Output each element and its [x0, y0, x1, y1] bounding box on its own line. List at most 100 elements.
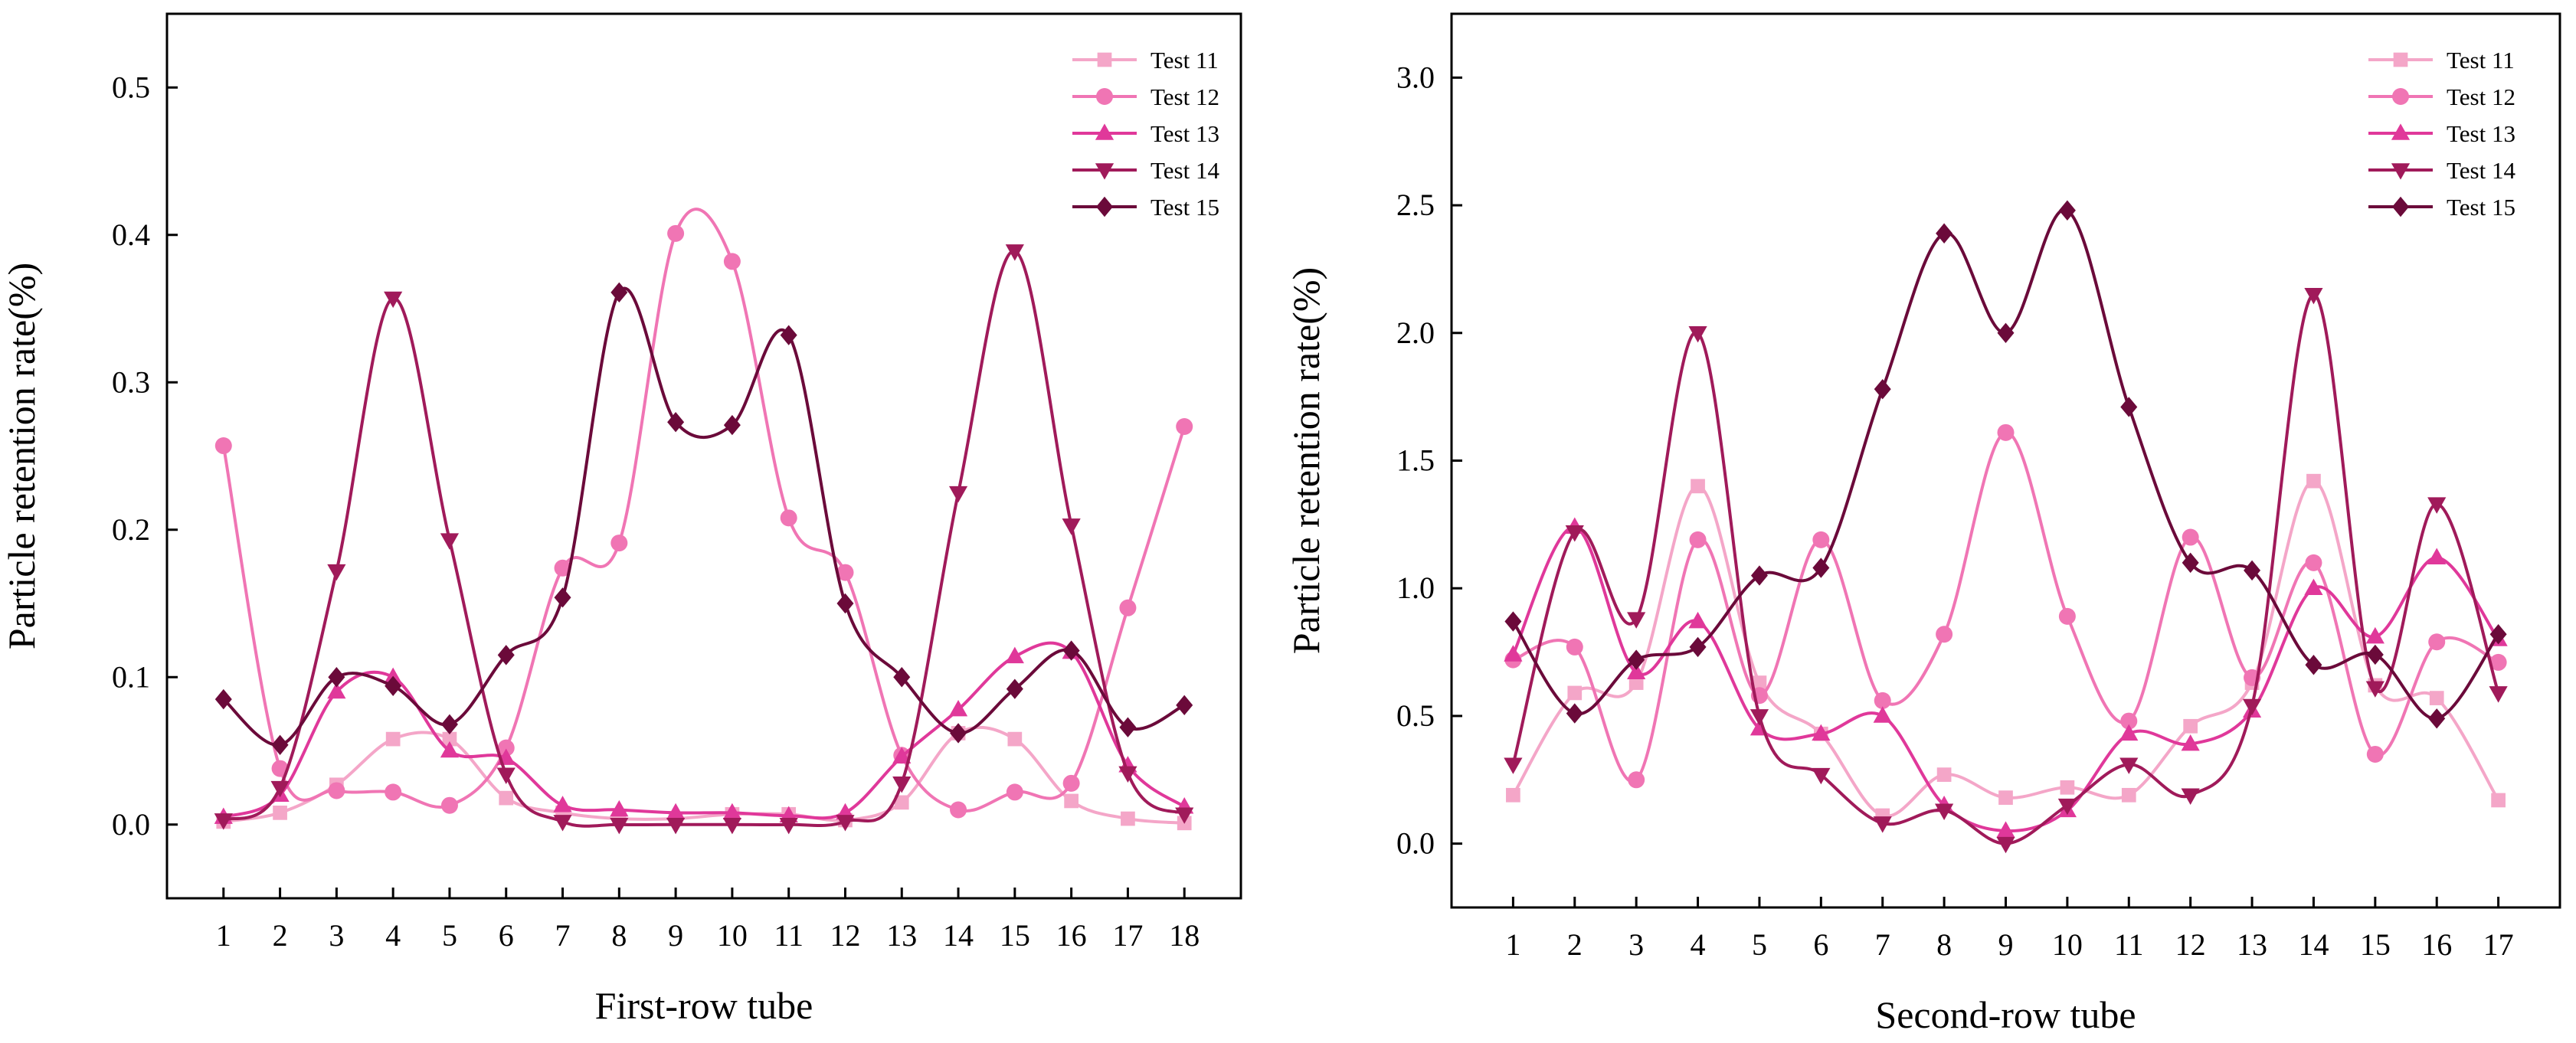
x-tick-label: 1 [216, 918, 231, 953]
data-point [1750, 565, 1768, 586]
series-line [223, 725, 1185, 825]
data-point [1936, 626, 1953, 643]
data-point [1996, 821, 2015, 838]
data-point [1007, 731, 1023, 747]
data-point [1064, 793, 1079, 809]
x-tick-label: 15 [2360, 927, 2391, 962]
y-tick-label: 0.4 [112, 217, 150, 252]
x-tick-label: 9 [668, 918, 683, 953]
data-point [2244, 560, 2261, 581]
data-point [1936, 767, 1952, 782]
data-point [667, 224, 685, 242]
data-point [440, 714, 458, 735]
plot-frame [1450, 12, 2561, 909]
legend-marker [2391, 123, 2411, 140]
data-point [497, 739, 515, 757]
legend-marker [1097, 52, 1112, 67]
x-tick-label: 12 [830, 918, 860, 953]
data-point [273, 806, 287, 820]
y-tick-label: 2.0 [1396, 316, 1435, 350]
data-point [328, 782, 345, 799]
data-point [2305, 655, 2322, 675]
data-point [1062, 640, 1080, 661]
x-tick-label: 7 [1875, 927, 1890, 962]
data-point [1812, 557, 1830, 578]
data-point [1005, 244, 1024, 261]
data-point [1005, 646, 1024, 664]
x-tick-label: 18 [1169, 918, 1200, 953]
data-point [2119, 724, 2139, 741]
y-tick-label: 0.0 [112, 807, 150, 842]
x-tick-label: 8 [1936, 927, 1952, 962]
data-point [1997, 322, 2015, 343]
series-test-15 [1504, 200, 2507, 729]
legend-marker [2393, 52, 2408, 67]
data-point [722, 817, 741, 835]
data-point [1504, 645, 1523, 662]
data-point [1873, 706, 1892, 723]
data-point [214, 688, 232, 710]
x-tick-label: 3 [329, 918, 344, 953]
legend-marker [1095, 163, 1115, 180]
data-point [1565, 525, 1584, 542]
x-tick-label: 9 [1998, 927, 2014, 962]
x-tick-label: 10 [2052, 927, 2083, 962]
legend: Test 11 Test 12 Test 13 Test 14 Test 15 [2368, 47, 2515, 221]
y-tick-label: 0.1 [112, 659, 150, 694]
data-point [1688, 611, 1707, 629]
x-tick-label: 3 [1628, 927, 1644, 962]
legend-marker [1095, 123, 1115, 140]
data-point [2120, 712, 2138, 730]
legend-marker [1096, 88, 1113, 105]
data-point [1689, 531, 1707, 548]
data-point [2427, 497, 2447, 514]
data-point [2427, 548, 2447, 565]
data-point [948, 486, 968, 503]
data-point [892, 777, 912, 793]
x-tick-label: 8 [611, 918, 627, 953]
data-point [1996, 836, 2015, 854]
data-point [836, 593, 854, 614]
y-tick-label: 1.0 [1396, 571, 1435, 605]
legend-label: Test 12 [2447, 83, 2515, 110]
data-point [1936, 223, 1953, 244]
data-point [1119, 599, 1137, 616]
data-point [2057, 798, 2077, 816]
data-point [2181, 734, 2200, 751]
data-point [2429, 691, 2444, 705]
data-point [610, 817, 629, 835]
data-point [1506, 787, 1520, 803]
x-tick-label: 13 [886, 918, 917, 953]
data-point [499, 790, 514, 806]
y-tick-label: 0.3 [112, 365, 150, 399]
series-test-12 [1504, 423, 2507, 789]
data-point [2489, 653, 2507, 671]
data-point [950, 801, 967, 819]
legend-marker [2391, 163, 2411, 180]
chart-second-row: 0.00.51.01.52.02.53.01 2 3 4 5 6 7 8 9 10 11 12 13 14… [1285, 12, 2561, 1036]
data-point [950, 723, 967, 744]
x-tick-label: 17 [1112, 918, 1143, 953]
data-point [1628, 771, 1645, 789]
data-point [2058, 200, 2076, 221]
data-point [327, 564, 346, 581]
data-point [1628, 649, 1645, 670]
data-point [2242, 698, 2262, 716]
data-point [1121, 811, 1135, 826]
x-tick-label: 4 [385, 918, 401, 953]
series-line [222, 286, 1186, 747]
x-tick-label: 4 [1691, 927, 1706, 962]
data-point [1812, 767, 1831, 785]
data-point [1176, 418, 1193, 435]
y-tick-label: 0.5 [1396, 698, 1435, 733]
data-point [214, 813, 233, 830]
data-point [2121, 787, 2136, 803]
data-point [2182, 552, 2199, 574]
data-point [385, 783, 402, 801]
legend-marker [1096, 196, 1113, 217]
data-point [2182, 528, 2199, 546]
data-point [1062, 518, 1081, 535]
data-point [894, 795, 909, 810]
data-point [2365, 626, 2385, 644]
